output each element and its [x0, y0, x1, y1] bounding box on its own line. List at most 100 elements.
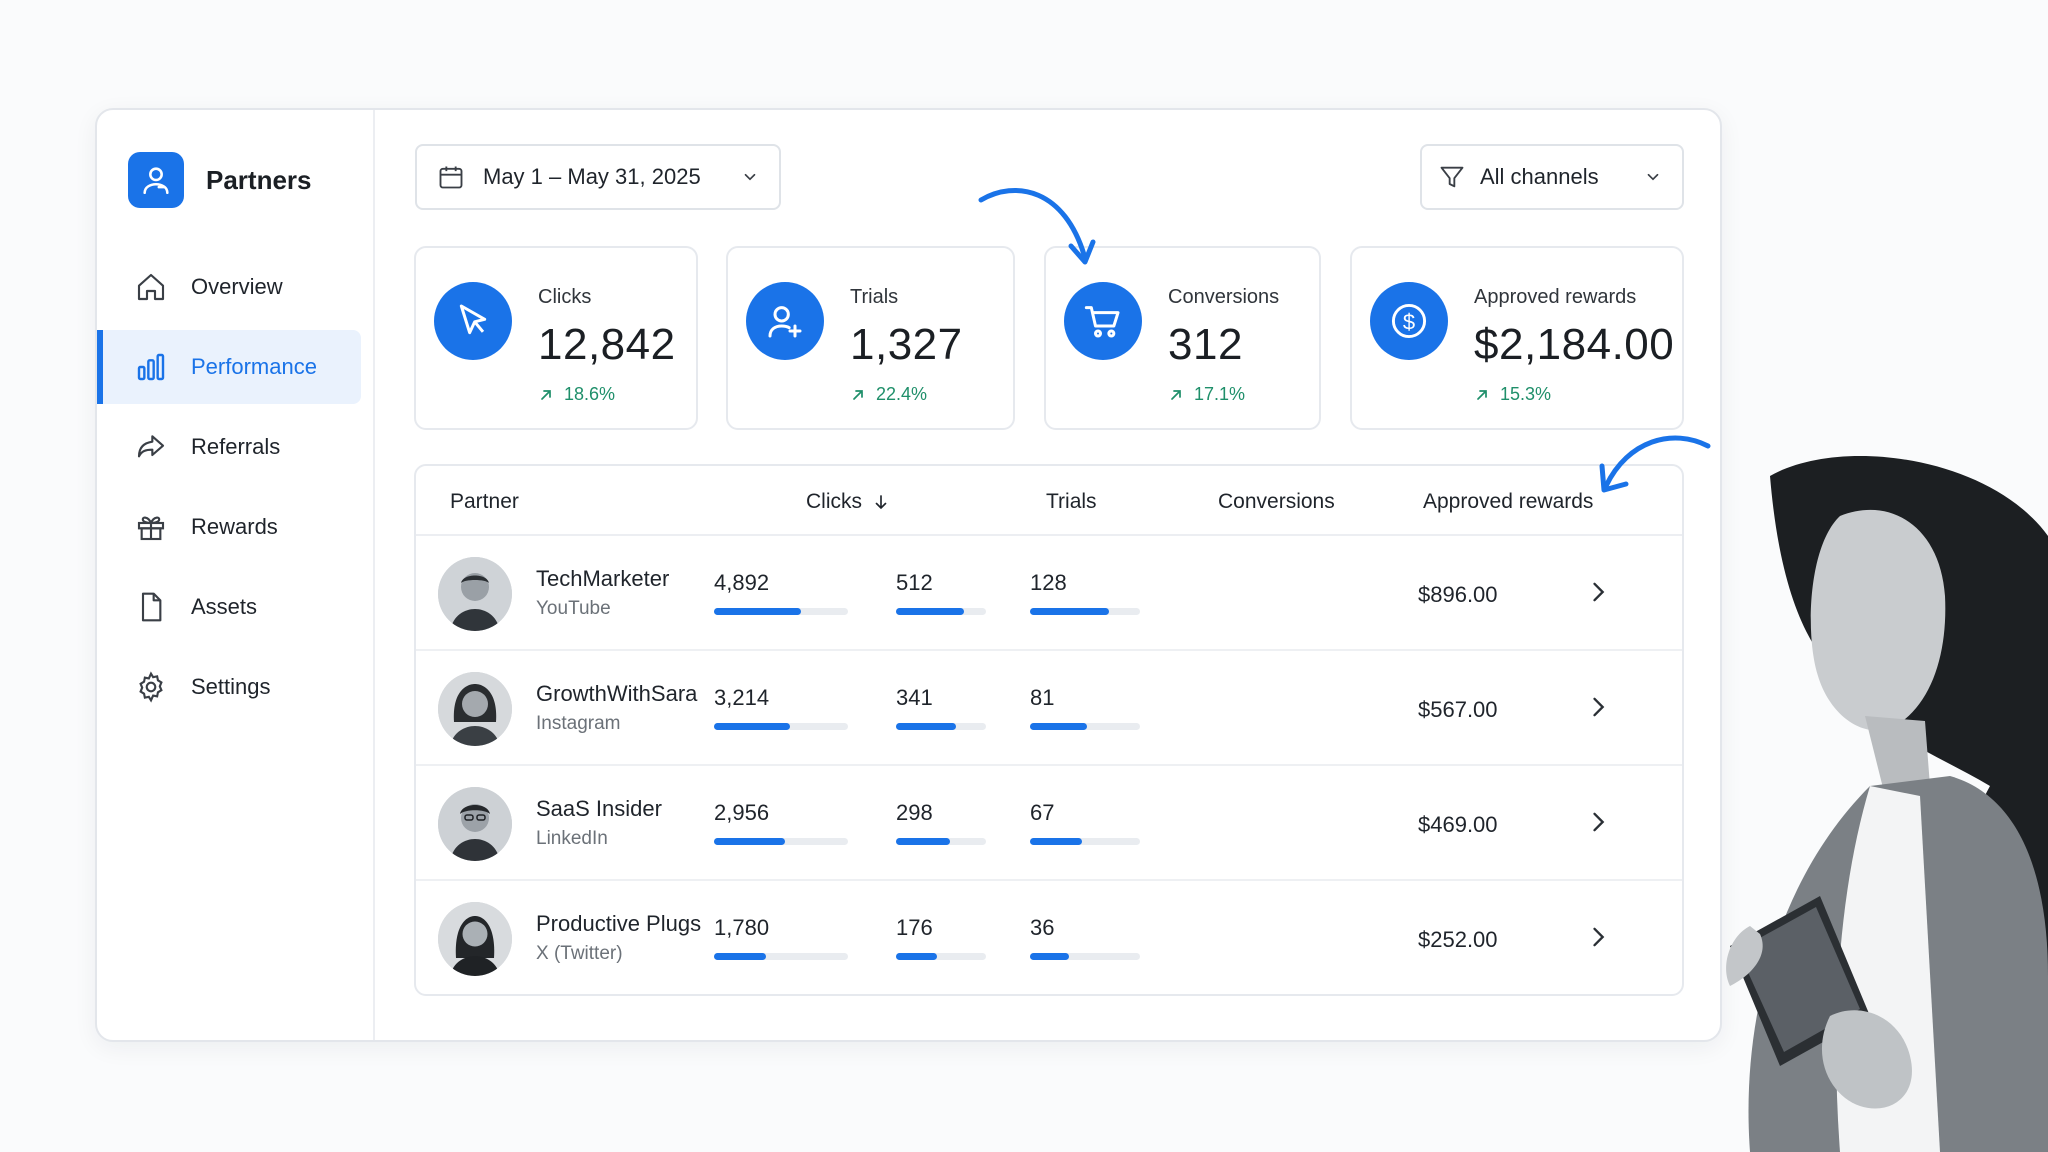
trials-value: 341 [896, 685, 933, 710]
channel-filter[interactable]: All channels [1420, 144, 1684, 210]
date-range-label: May 1 – May 31, 2025 [483, 164, 701, 189]
trials-metric: 176 [896, 915, 986, 960]
clicks-bar-fill [714, 953, 767, 960]
main-content: May 1 – May 31, 2025 All channels Clicks… [375, 110, 1720, 1040]
sidebar-item-label: Assets [191, 594, 258, 619]
conversions-value: 81 [1030, 685, 1055, 710]
sort-down-icon [875, 495, 887, 510]
calendar-icon [439, 166, 463, 189]
avatar [438, 672, 512, 746]
home-icon [137, 273, 165, 301]
sidebar-nav: Overview Performance Referrals Rewards A… [97, 250, 373, 730]
arrow-up-right-icon [1477, 389, 1487, 400]
conversions-bar-fill [1030, 838, 1082, 845]
sidebar-item-settings[interactable]: Settings [97, 650, 361, 724]
trials-metric: 341 [896, 685, 986, 730]
table-row[interactable]: TechMarketer YouTube 4,892 512 128 $896.… [416, 536, 1682, 651]
trials-bar-fill [896, 953, 938, 960]
table-header: Partner Clicks Trials Conversions Approv… [416, 466, 1682, 536]
trials-bar-fill [896, 838, 950, 845]
clicks-bar [714, 953, 848, 960]
stat-change-value: 22.4% [876, 384, 928, 404]
clicks-value: 2,956 [714, 800, 770, 825]
chevron-right-icon[interactable] [1584, 693, 1612, 721]
column-clicks-label: Clicks [806, 490, 862, 513]
avatar [438, 902, 512, 976]
trials-value: 176 [896, 915, 933, 940]
table-row[interactable]: SaaS Insider LinkedIn 2,956 298 67 $469.… [416, 766, 1682, 881]
sidebar-item-rewards[interactable]: Rewards [97, 490, 361, 564]
partner-channel: LinkedIn [536, 828, 608, 849]
column-approved-rewards[interactable]: Approved rewards [1423, 490, 1594, 513]
column-conversions[interactable]: Conversions [1218, 490, 1335, 513]
partner-name: Productive Plugs [536, 911, 702, 936]
trials-value: 512 [896, 570, 933, 595]
dashboard-panel: Partners Overview Performance Referrals … [95, 108, 1722, 1042]
sidebar-item-performance[interactable]: Performance [97, 330, 361, 404]
conversions-bar [1030, 608, 1140, 615]
stat-value: 1,327 [850, 320, 963, 369]
conversions-metric: 36 [1030, 915, 1140, 960]
sidebar-item-referrals[interactable]: Referrals [97, 410, 361, 484]
clicks-metric: 1,780 [714, 915, 848, 960]
conversions-metric: 67 [1030, 800, 1140, 845]
sidebar-item-overview[interactable]: Overview [97, 250, 361, 324]
sidebar-item-label: Overview [191, 274, 283, 299]
clicks-bar-fill [714, 838, 786, 845]
conversions-bar-fill [1030, 953, 1069, 960]
user-icon [128, 152, 184, 208]
sidebar-item-assets[interactable]: Assets [97, 570, 361, 644]
conversions-value: 128 [1030, 570, 1067, 595]
channel-filter-label: All channels [1480, 164, 1599, 189]
stat-change-value: 17.1% [1194, 384, 1246, 404]
partner-channel: X (Twitter) [536, 943, 623, 964]
column-trials[interactable]: Trials [1046, 490, 1097, 513]
brand: Partners [128, 152, 312, 208]
arrow-up-right-icon [541, 389, 551, 400]
dollar-icon: $ [1370, 282, 1448, 360]
trials-metric: 298 [896, 800, 986, 845]
date-range-picker[interactable]: May 1 – May 31, 2025 [415, 144, 781, 210]
reward-value: $896.00 [1418, 582, 1498, 607]
clicks-metric: 4,892 [714, 570, 848, 615]
partner-name: TechMarketer [536, 566, 670, 591]
table-row[interactable]: Productive Plugs X (Twitter) 1,780 176 3… [416, 881, 1682, 994]
partner-name: GrowthWithSara [536, 681, 698, 706]
cursor-icon [434, 282, 512, 360]
gift-icon [137, 516, 165, 541]
chevron-down-icon [1647, 173, 1659, 181]
stat-value: 12,842 [538, 320, 676, 369]
stat-label: Approved rewards [1474, 286, 1637, 308]
sidebar-item-label: Performance [191, 354, 317, 379]
filter-icon [1440, 166, 1464, 188]
conversions-value: 36 [1030, 915, 1055, 940]
conversions-metric: 128 [1030, 570, 1140, 615]
chevron-right-icon[interactable] [1584, 578, 1612, 606]
chevron-right-icon[interactable] [1584, 808, 1612, 836]
chevron-down-icon [744, 173, 756, 181]
chevron-right-icon[interactable] [1584, 923, 1612, 951]
annotation-arrow-icon [1599, 435, 1711, 493]
stat-label: Trials [850, 286, 899, 308]
column-clicks[interactable]: Clicks [806, 490, 890, 514]
clicks-value: 4,892 [714, 570, 770, 595]
conversions-bar [1030, 723, 1140, 730]
stat-card-clicks: Clicks 12,842 18.6% [414, 246, 698, 430]
trials-bar [896, 723, 986, 730]
cart-icon [1064, 282, 1142, 360]
stat-change: 22.4% [850, 384, 927, 405]
reward-value: $567.00 [1418, 697, 1498, 722]
partner-name: SaaS Insider [536, 796, 662, 821]
table-row[interactable]: GrowthWithSara Instagram 3,214 341 81 $5… [416, 651, 1682, 766]
file-icon [141, 592, 162, 622]
stat-label: Conversions [1168, 286, 1280, 308]
conversions-bar [1030, 953, 1140, 960]
stat-change: 15.3% [1474, 384, 1551, 405]
partner-channel: Instagram [536, 713, 621, 734]
sidebar-item-label: Referrals [191, 434, 281, 459]
clicks-bar [714, 723, 848, 730]
partners-table: Partner Clicks Trials Conversions Approv… [414, 464, 1684, 996]
bar-chart-icon [137, 353, 165, 381]
column-partner[interactable]: Partner [450, 490, 519, 513]
conversions-bar-fill [1030, 608, 1110, 615]
